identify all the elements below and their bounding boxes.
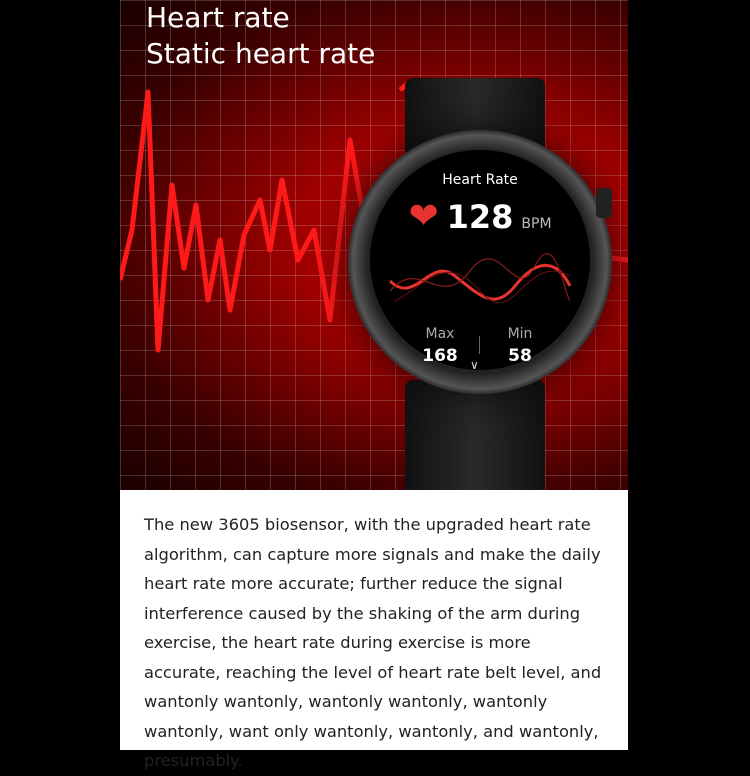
watch-crown	[596, 188, 612, 218]
min-label: Min	[507, 326, 533, 342]
product-panel: Heart rate Static heart rate Heart Rate …	[120, 0, 628, 770]
watch-strap-bottom	[405, 380, 545, 490]
bpm-row: ❤ 128 BPM	[370, 198, 590, 236]
min-value: 58	[508, 346, 532, 366]
description-text: The new 3605 biosensor, with the upgrade…	[144, 515, 602, 770]
max-stat: Max 168	[410, 326, 470, 366]
chevron-down-icon[interactable]: ∨	[470, 358, 479, 372]
hero-subtitle: Static heart rate	[146, 37, 376, 70]
description-section: The new 3605 biosensor, with the upgrade…	[120, 490, 628, 770]
screen-title: Heart Rate	[442, 172, 518, 188]
watch-screen: Heart Rate ❤ 128 BPM Max 168 Min 58 ∨	[370, 150, 590, 372]
heart-icon: ❤	[408, 196, 439, 237]
max-value: 168	[422, 346, 458, 366]
bpm-unit: BPM	[521, 216, 552, 232]
max-label: Max	[425, 326, 455, 342]
bpm-value: 128	[446, 198, 514, 236]
min-stat: Min 58	[490, 326, 550, 366]
hero-title: Heart rate	[146, 1, 290, 34]
hero-image: Heart rate Static heart rate Heart Rate …	[120, 0, 628, 490]
heart-wave	[388, 253, 572, 303]
stat-divider	[479, 336, 480, 354]
